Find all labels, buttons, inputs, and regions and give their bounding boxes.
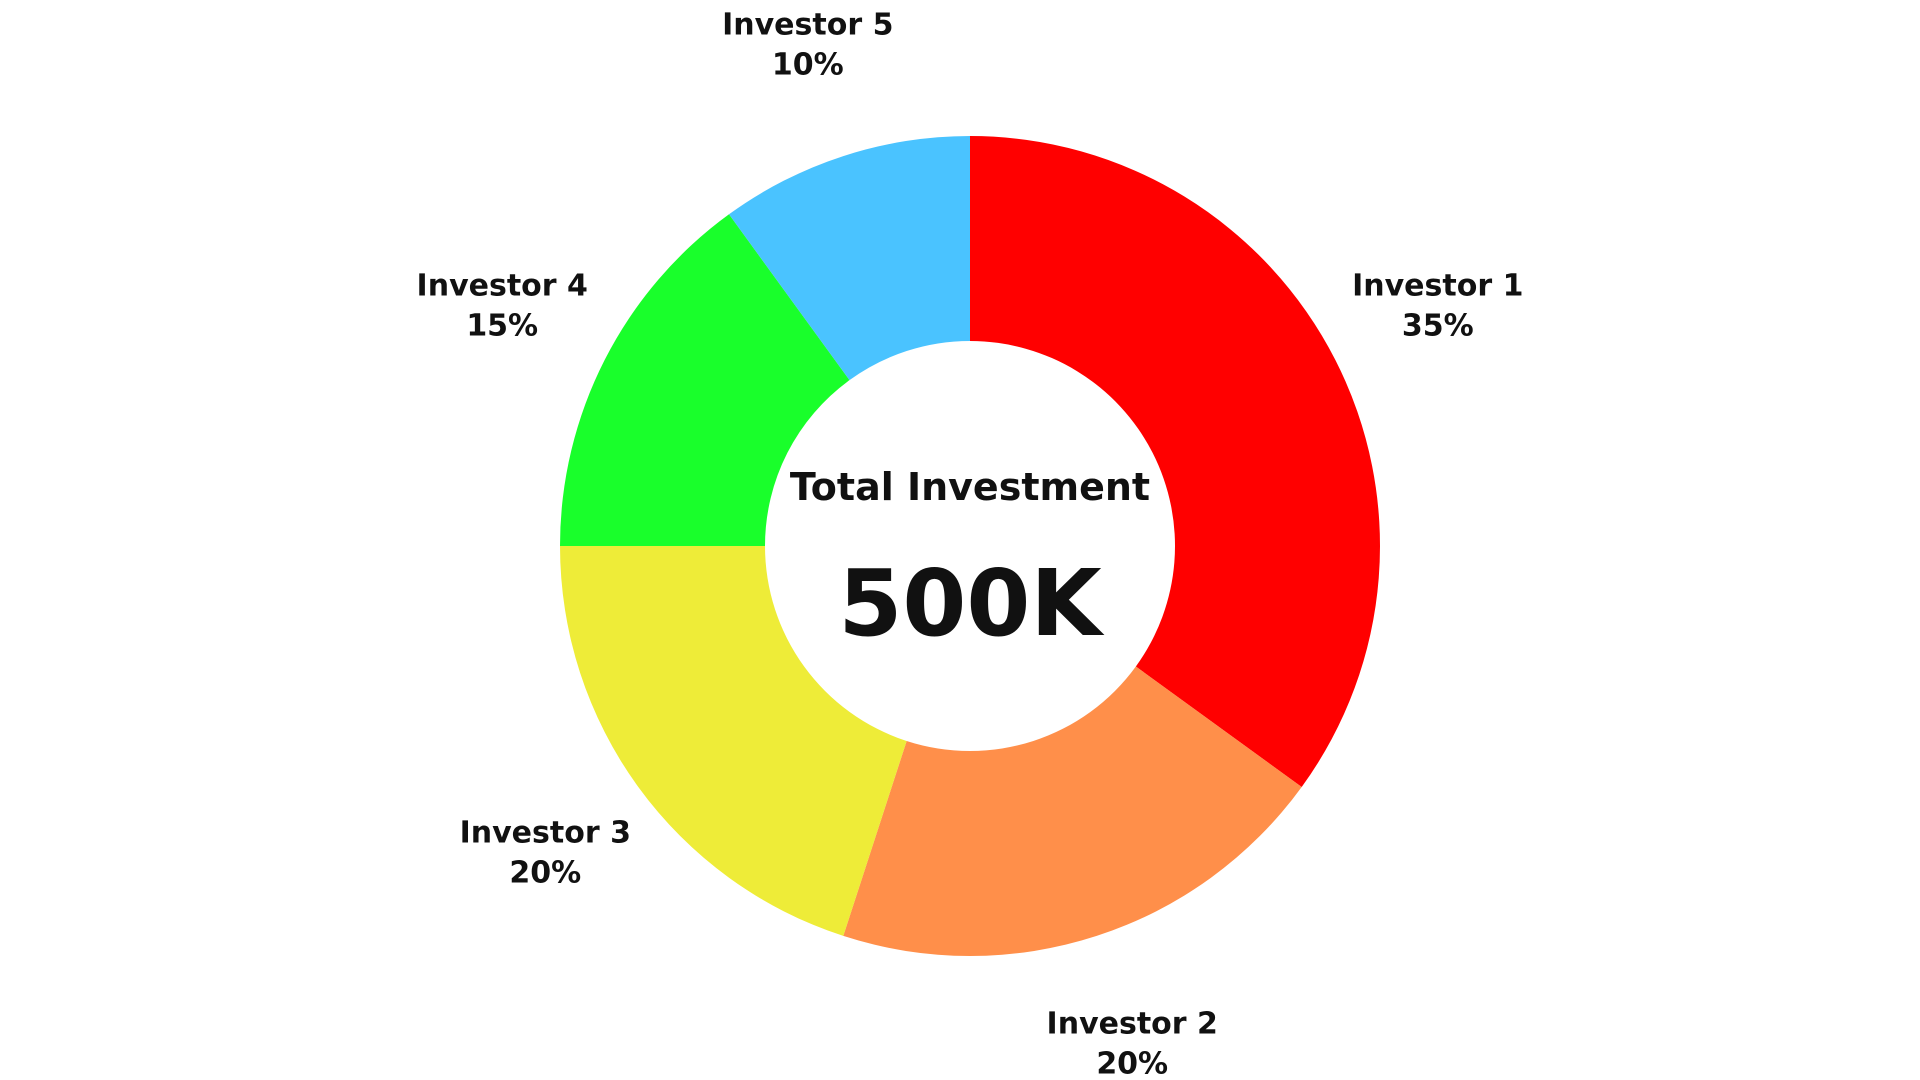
slice-label-investor-1: Investor 1 35% (1352, 269, 1523, 344)
slice-investor-2 (843, 666, 1302, 956)
center-title: Total Investment (790, 465, 1150, 509)
slice-label-value: 10% (772, 48, 844, 83)
slice-label-value: 15% (466, 309, 538, 344)
slice-label-investor-5: Investor 5 10% (722, 8, 893, 83)
slice-label-investor-3: Investor 3 20% (460, 816, 631, 891)
slice-label-name: Investor 1 (1352, 269, 1523, 304)
slice-investor-1 (970, 136, 1381, 787)
slice-label-value: 20% (1096, 1046, 1168, 1080)
slice-label-name: Investor 5 (722, 8, 893, 43)
slice-label-name: Investor 4 (417, 269, 588, 304)
slice-labels: Investor 1 35%Investor 2 20%Investor 3 20%I… (417, 8, 1524, 1080)
slice-label-investor-2: Investor 2 20% (1047, 1006, 1218, 1080)
slice-label-name: Investor 2 (1047, 1006, 1218, 1041)
donut-slices (560, 136, 1381, 956)
slice-label-value: 35% (1402, 309, 1474, 344)
center-value: 500K (838, 550, 1105, 657)
slice-investor-4 (560, 214, 850, 546)
slice-investor-5 (729, 136, 970, 381)
slice-investor-3 (560, 546, 907, 936)
slice-label-name: Investor 3 (460, 816, 631, 851)
slice-label-value: 20% (509, 856, 581, 891)
slice-label-investor-4: Investor 4 15% (417, 269, 588, 344)
